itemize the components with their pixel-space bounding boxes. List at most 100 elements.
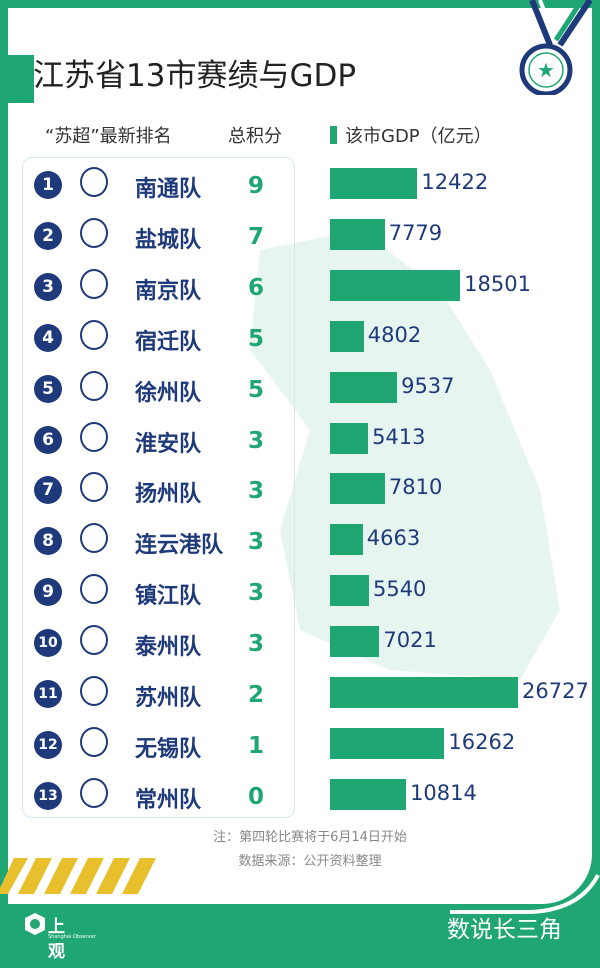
team-logo-icon [80, 217, 108, 248]
team-logo-icon [80, 676, 108, 706]
decorative-arc [450, 874, 600, 914]
rank-badge: 11 [34, 680, 62, 708]
team-name: 无锡队 [135, 736, 202, 762]
gdp-value: 7021 [383, 628, 437, 653]
gdp-bar [330, 168, 418, 199]
table-row: 12 无锡队 1 16262 [0, 726, 600, 771]
rank-badge: 1 [34, 171, 62, 199]
team-logo-icon [80, 370, 108, 401]
team-logo-icon [80, 319, 108, 350]
team-name: 泰州队 [135, 635, 202, 661]
gdp-value: 26727 [522, 679, 589, 703]
gdp-header-label: 该市GDP（亿元） [345, 126, 492, 147]
team-name: 苏州队 [135, 686, 202, 711]
gdp-bar [330, 422, 369, 454]
table-row: 3 南京队 6 18501 [0, 268, 600, 313]
rank-badge: 4 [34, 323, 62, 352]
brand-logo-icon [25, 913, 45, 935]
gdp-value: 4802 [367, 322, 422, 347]
table-row: 7 扬州队 3 7810 [0, 472, 600, 516]
team-name: 常州队 [135, 787, 202, 813]
rank-badge: 2 [34, 221, 62, 250]
rank-badge: 10 [34, 629, 62, 658]
points-header: 总积分 [228, 126, 282, 147]
rank-badge: 6 [34, 425, 62, 454]
brand-logo: 上观 Shanghai Observer [24, 912, 96, 962]
gdp-bar [330, 524, 363, 556]
rank-badge: 13 [34, 781, 62, 810]
rank-badge: 12 [34, 730, 62, 759]
brand-subtitle: Shanghai Observer [48, 934, 96, 940]
table-row: 1 南通队 9 12422 [0, 167, 600, 211]
svg-text:★: ★ [537, 58, 555, 82]
team-points: 5 [248, 325, 265, 352]
team-points: 3 [248, 529, 265, 556]
ranking-header: “苏超”最新排名 [45, 126, 172, 147]
gdp-legend-swatch [330, 126, 337, 144]
gdp-bar [330, 371, 398, 403]
gdp-value: 18501 [464, 271, 531, 296]
table-row: 5 徐州队 5 9537 [0, 370, 600, 415]
rank-badge: 9 [34, 578, 62, 607]
gdp-bar [330, 269, 461, 301]
gdp-value: 4663 [366, 526, 421, 551]
gdp-bar [330, 626, 380, 658]
team-logo-icon [80, 523, 108, 554]
team-name: 南京队 [135, 278, 202, 304]
table-row: 13 常州队 0 10814 [0, 777, 600, 822]
gdp-value: 7779 [388, 220, 443, 245]
team-logo-icon [80, 574, 108, 605]
gdp-value: 16262 [448, 729, 516, 754]
ranking-table [22, 157, 295, 818]
gdp-bar [330, 218, 385, 250]
gdp-bar [330, 778, 407, 810]
gdp-bar [330, 473, 385, 505]
gdp-bar [330, 575, 369, 607]
team-points: 2 [248, 682, 265, 708]
team-name: 扬州队 [135, 482, 202, 508]
team-logo-icon [80, 625, 108, 656]
table-row: 10 泰州队 3 7021 [0, 625, 600, 669]
gdp-bar [330, 320, 364, 352]
team-name: 南通队 [135, 177, 202, 202]
column-name: 数说长三角 [447, 917, 562, 943]
gdp-bar [330, 727, 445, 759]
data-source: 数据来源：公开资料整理 [238, 854, 382, 869]
page-title: 江苏省13市赛绩与GDP [33, 58, 357, 94]
rank-badge: 7 [34, 476, 62, 505]
team-points: 3 [248, 580, 265, 607]
team-points: 9 [248, 173, 265, 199]
gdp-header: 该市GDP（亿元） [330, 122, 492, 148]
team-logo-icon [80, 472, 108, 503]
gdp-bar [330, 677, 518, 708]
team-name: 徐州队 [135, 380, 202, 406]
team-points: 1 [248, 732, 265, 759]
team-points: 6 [248, 274, 265, 301]
gdp-value: 5413 [372, 424, 426, 449]
table-row: 4 宿迁队 5 4802 [0, 319, 600, 364]
table-row: 11 苏州队 2 26727 [0, 676, 600, 720]
team-logo-icon [80, 268, 108, 299]
team-points: 0 [248, 783, 265, 810]
team-name: 宿迁队 [135, 329, 202, 355]
decorative-stripes [0, 858, 156, 894]
team-logo-icon [80, 777, 108, 808]
gdp-value: 7810 [388, 475, 443, 500]
rank-badge: 5 [34, 374, 62, 403]
team-name: 连云港队 [135, 533, 224, 559]
footnote: 注：第四轮比赛将于6月14日开始 [213, 830, 407, 845]
team-name: 盐城队 [135, 227, 202, 253]
gdp-value: 5540 [372, 577, 427, 602]
gdp-value: 12422 [421, 170, 489, 194]
team-name: 镇江队 [135, 584, 202, 610]
gdp-value: 10814 [410, 780, 477, 805]
team-points: 3 [248, 427, 265, 454]
medal-icon: ★ [519, 0, 593, 95]
team-points: 5 [248, 376, 265, 403]
brand-name: 上观 [48, 917, 65, 962]
team-points: 7 [248, 223, 265, 250]
rank-badge: 3 [34, 272, 62, 301]
rank-badge: 8 [34, 527, 62, 556]
team-name: 淮安队 [135, 431, 202, 457]
title-accent-bar [8, 55, 34, 103]
